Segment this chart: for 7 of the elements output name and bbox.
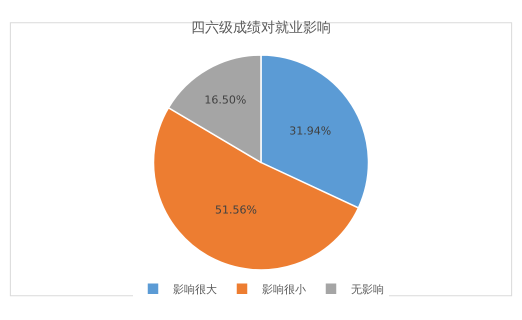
chart-title: 四六级成绩对就业影响 — [191, 20, 331, 36]
legend-label: 无影响 — [351, 283, 384, 296]
legend-label: 影响很小 — [262, 283, 306, 296]
data-label: 16.50% — [204, 94, 246, 107]
data-label: 51.56% — [214, 204, 257, 217]
legend-label: 影响很大 — [173, 283, 217, 296]
data-label: 31.94% — [289, 124, 332, 138]
